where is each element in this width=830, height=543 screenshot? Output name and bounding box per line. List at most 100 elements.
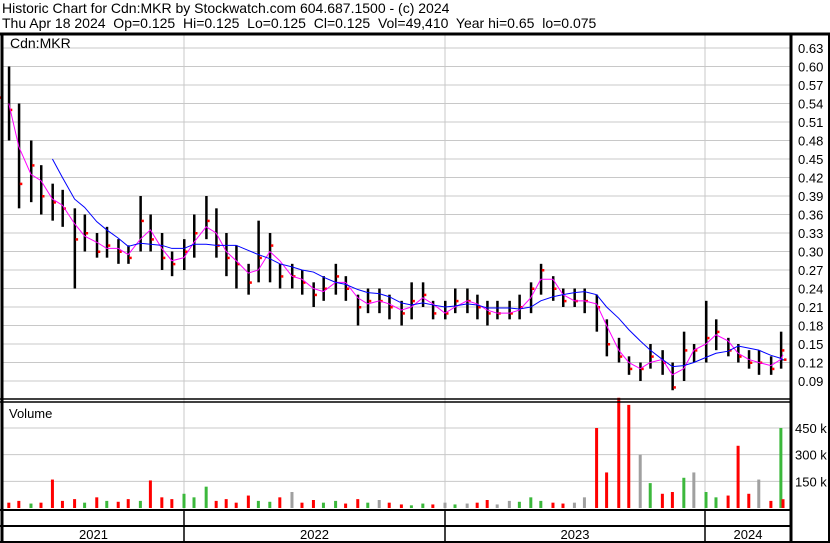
price-tick-label: 0.48: [798, 134, 823, 149]
price-bar: [205, 196, 208, 240]
close-tick: [31, 164, 35, 167]
volume-bar: [95, 497, 99, 508]
price-tick-label: 0.33: [798, 226, 823, 241]
price-bar: [682, 331, 686, 381]
price-bar: [149, 214, 152, 252]
volume-bar: [726, 495, 730, 508]
close-tick: [185, 250, 188, 253]
close-tick: [553, 287, 557, 290]
close-tick: [141, 219, 144, 223]
volume-bar: [409, 505, 413, 508]
volume-bar: [421, 503, 425, 508]
volume-bar: [495, 504, 499, 508]
price-bar: [400, 300, 403, 326]
close-tick: [119, 250, 122, 253]
volume-bar: [204, 486, 208, 508]
close-tick: [19, 182, 23, 186]
price-tick-label: 0.15: [798, 337, 823, 352]
volume-bar: [431, 504, 435, 508]
volume-bar: [116, 501, 120, 508]
price-bars: [0, 66, 787, 391]
price-bar: [661, 350, 664, 375]
close-tick: [336, 275, 340, 278]
close-tick: [0, 96, 1, 99]
volume-bar: [529, 497, 533, 508]
price-bar: [225, 233, 228, 277]
close-tick: [446, 312, 449, 315]
volume-bar: [539, 500, 543, 508]
price-bar: [671, 362, 674, 391]
volume-bar: [387, 502, 391, 508]
price-bar: [73, 208, 77, 289]
close-tick: [172, 262, 176, 266]
volume-bar: [627, 404, 631, 508]
price-tick-label: 0.45: [798, 152, 823, 167]
volume-bar: [126, 499, 130, 508]
volume-bar: [648, 483, 652, 508]
volume-bar: [485, 500, 489, 508]
volume-bar: [507, 500, 511, 508]
close-tick: [402, 312, 405, 315]
price-tick-label: 0.21: [798, 300, 823, 315]
volume-bar: [182, 493, 186, 508]
close-tick: [346, 287, 350, 290]
close-tick: [423, 293, 427, 297]
price-bar: [160, 233, 164, 270]
volume-bar: [399, 504, 403, 508]
volume-bar: [17, 500, 21, 508]
close-tick: [324, 287, 327, 290]
close-tick: [541, 269, 545, 272]
price-bar: [139, 196, 142, 252]
volume-bar: [366, 502, 370, 508]
volume-bar: [572, 502, 576, 508]
volume-bar: [224, 499, 228, 508]
quote-line: Thu Apr 18 2024 Op=0.125 Hi=0.125 Lo=0.1…: [2, 15, 597, 31]
close-tick: [249, 281, 252, 284]
price-bar: [312, 282, 315, 307]
close-tick: [510, 312, 513, 315]
volume-bar: [443, 502, 447, 508]
volume-bar: [50, 479, 54, 508]
volume-bar: [39, 502, 43, 508]
volume-bar: [682, 477, 686, 508]
year-label: 2021: [79, 527, 108, 542]
close-tick: [597, 306, 601, 309]
price-bar: [344, 276, 348, 301]
volume-bar: [321, 502, 325, 508]
volume-bar: [757, 479, 761, 508]
volume-bar: [660, 493, 664, 508]
close-tick: [259, 256, 262, 260]
volume-bar: [300, 502, 304, 508]
price-bar: [247, 263, 250, 295]
price-tick-label: 0.18: [798, 319, 823, 334]
price-bar: [454, 288, 457, 314]
volume-bars: [7, 397, 785, 508]
volume-bar: [234, 502, 238, 508]
price-bar: [334, 263, 338, 295]
price-bar: [388, 294, 391, 320]
close-tick: [237, 262, 240, 266]
volume-bar: [377, 500, 381, 508]
price-tick-label: 0.54: [798, 97, 823, 112]
year-label: 2023: [561, 527, 590, 542]
volume-bar: [670, 492, 674, 508]
price-bar: [170, 251, 174, 277]
price-bar: [322, 276, 325, 301]
price-bar: [561, 288, 565, 307]
close-tick: [195, 232, 198, 235]
close-tick: [456, 299, 459, 303]
close-tick: [207, 219, 210, 223]
volume-bar: [60, 500, 64, 508]
close-tick: [749, 361, 753, 364]
volume-bar: [704, 492, 708, 508]
close-tick: [129, 256, 132, 260]
price-bar: [410, 282, 413, 320]
price-tick-label: 0.27: [798, 263, 823, 278]
volume-tick-label: 150 k: [795, 474, 827, 489]
close-tick: [531, 287, 535, 290]
volume-bar: [475, 502, 479, 508]
volume-bar: [170, 499, 174, 508]
close-tick: [739, 355, 742, 358]
volume-tick-label: 450 k: [795, 421, 827, 436]
volume-bar: [148, 480, 152, 508]
